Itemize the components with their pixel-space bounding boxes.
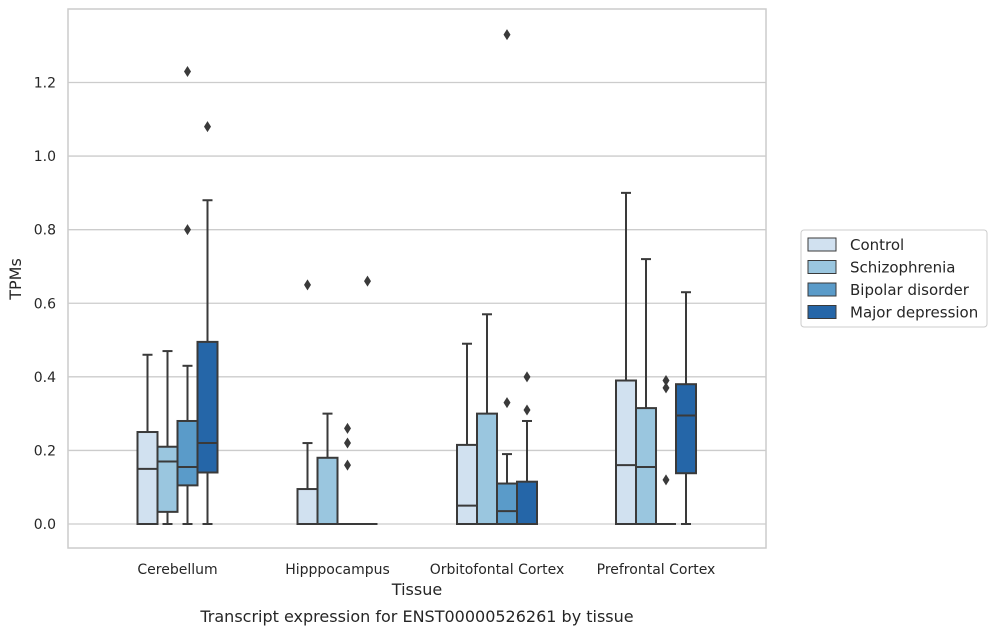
- x-axis-label: Tissue: [391, 580, 442, 599]
- legend-label: Control: [850, 236, 904, 254]
- box-body: [496, 482, 518, 526]
- y-tick-label: 0.2: [34, 443, 56, 459]
- x-tick-label: Prefrontal Cortex: [597, 562, 716, 578]
- box-schizophrenia: [156, 350, 179, 525]
- x-tick-label: Orbitofontal Cortex: [430, 562, 565, 578]
- outlier-point: [344, 437, 351, 449]
- outlier-point: [523, 404, 531, 416]
- outlier-point: [304, 279, 311, 291]
- box-schizophrenia: [476, 313, 498, 525]
- box-body: [196, 340, 219, 474]
- plot-frame: [67, 8, 767, 549]
- box-body: [476, 412, 498, 525]
- box-body: [316, 456, 339, 525]
- box-body: [516, 480, 538, 525]
- legend-swatch: [807, 305, 837, 319]
- box-body: [675, 383, 697, 475]
- box-body: [615, 379, 637, 526]
- outlier-point: [184, 65, 191, 77]
- box-control: [456, 342, 478, 525]
- outlier-point: [344, 459, 351, 471]
- box-control: [136, 353, 159, 526]
- outlier-point: [184, 224, 191, 236]
- box-body: [296, 488, 319, 525]
- legend-label: Schizophrenia: [850, 259, 955, 277]
- outlier-point: [523, 371, 531, 383]
- outlier-point: [344, 422, 351, 434]
- legend-label: Bipolar disorder: [850, 281, 970, 299]
- box-bipolar-disorder: [337, 422, 358, 525]
- box-major-depression: [196, 121, 219, 525]
- box-control: [296, 279, 319, 525]
- y-tick-label: 0.8: [34, 223, 56, 239]
- y-tick-label: 1.2: [34, 76, 56, 92]
- y-axis-label: TPMs: [6, 258, 25, 301]
- outlier-point: [503, 29, 511, 41]
- box-body: [136, 431, 159, 526]
- legend-label: Major depression: [850, 304, 978, 322]
- outlier-point: [364, 275, 371, 287]
- legend-swatch: [807, 282, 837, 297]
- box-major-depression: [516, 371, 538, 525]
- legend: Control Schizophrenia Bipolar disorder Majo…: [800, 229, 988, 328]
- box-body: [156, 445, 179, 513]
- outlier-point: [662, 382, 670, 394]
- box-body: [456, 443, 478, 525]
- x-tick-label: Hipppocampus: [285, 562, 390, 578]
- y-tick-label: 1.0: [34, 149, 56, 165]
- box-groups: [136, 29, 697, 526]
- outlier-point: [204, 121, 211, 133]
- legend-swatch: [807, 260, 837, 274]
- chart-caption: Transcript expression for ENST0000052626…: [199, 607, 633, 626]
- legend-swatch: [807, 237, 837, 252]
- box-schizophrenia: [635, 258, 657, 526]
- box-body: [176, 419, 199, 487]
- box-bipolar-disorder: [656, 375, 676, 525]
- box-major-depression: [357, 275, 378, 525]
- box-bipolar-disorder: [496, 29, 518, 526]
- y-tick-labels: 0.0 0.2 0.4 0.6 0.8 1.0 1.2: [34, 76, 56, 534]
- outlier-point: [503, 397, 511, 409]
- legend-box: [800, 229, 988, 328]
- outlier-point: [662, 474, 670, 486]
- box-schizophrenia: [316, 412, 339, 525]
- y-tick-label: 0.0: [34, 517, 56, 533]
- y-tick-label: 0.6: [34, 296, 56, 312]
- outlier-point: [662, 375, 670, 387]
- box-major-depression: [675, 291, 697, 525]
- x-tick-labels: Cerebellum Hipppocampus Orbitofontal Corte…: [137, 562, 715, 578]
- y-tick-label: 0.4: [34, 370, 56, 386]
- x-tick-label: Cerebellum: [137, 562, 217, 578]
- box-control: [615, 191, 637, 526]
- box-bipolar-disorder: [176, 65, 199, 525]
